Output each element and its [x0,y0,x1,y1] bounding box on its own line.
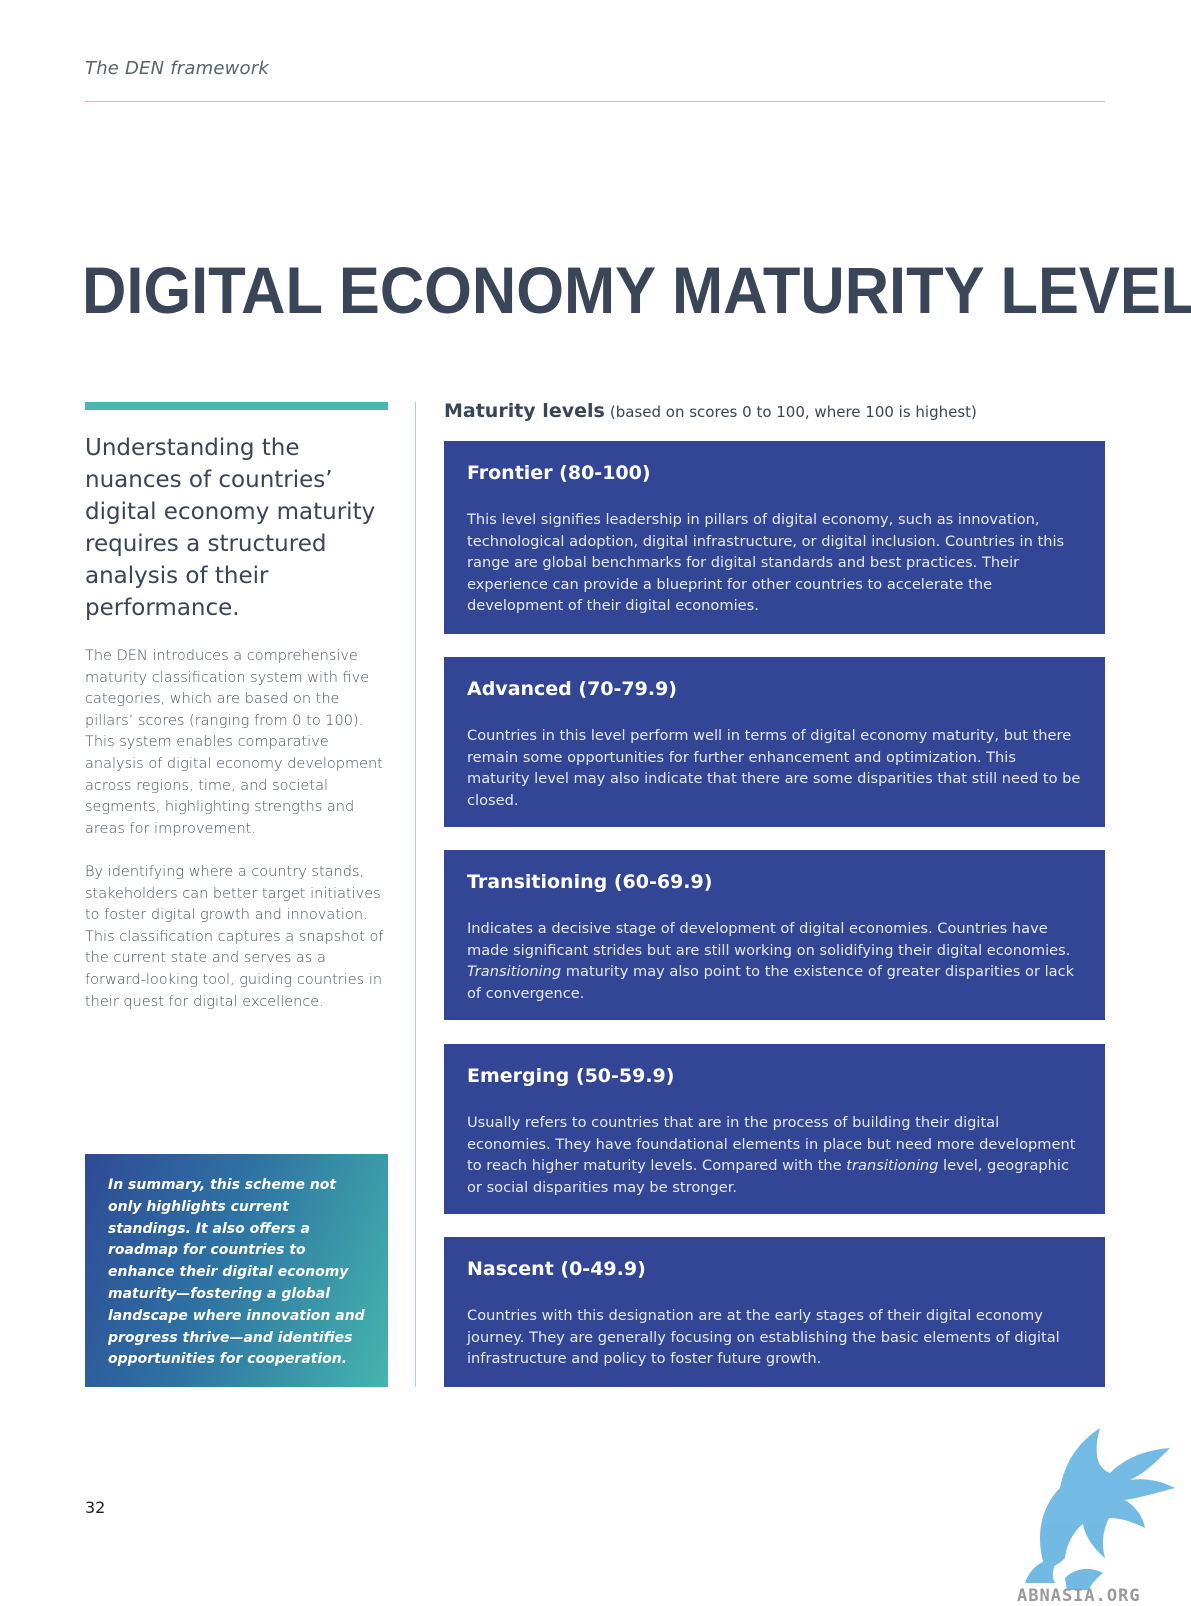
summary-text: In summary, this scheme not only highlig… [108,1177,365,1368]
level-description-part: Usually refers to countries that are in … [467,1114,1076,1174]
maturity-heading-title: Maturity levels [444,400,605,422]
level-name: Advanced (70-79.9) [467,678,677,700]
level-name: Emerging (50-59.9) [467,1065,675,1087]
body-paragraph-1: The DEN introduces a comprehensive matur… [85,648,383,837]
level-card-frontier: Frontier (80-100) This level signifies l… [444,441,1105,634]
maturity-levels-heading: Maturity levels (based on scores 0 to 10… [444,400,977,422]
header-rule [85,101,1105,102]
level-card-nascent: Nascent (0-49.9) Countries with this des… [444,1237,1105,1387]
lead-paragraph: Understanding the nuances of countries’ … [85,435,376,621]
summary-box: In summary, this scheme not only highlig… [85,1154,388,1387]
griffin-logo-icon [1025,1428,1175,1590]
column-divider [415,402,416,1387]
level-name: Nascent (0-49.9) [467,1258,646,1280]
level-description: This level signifies leadership in pilla… [467,511,1065,614]
level-name: Transitioning (60-69.9) [467,871,713,893]
level-description-emphasis: transitioning [846,1157,939,1174]
level-card-advanced: Advanced (70-79.9) Countries in this lev… [444,657,1105,827]
level-description-part: Indicates a decisive stage of developmen… [467,920,1071,959]
level-description-part: maturity may also point to the existence… [467,963,1075,1002]
page-title: DIGITAL ECONOMY MATURITY LEVELS [82,253,1191,327]
header-title: The DEN framework [85,58,269,79]
level-card-transitioning: Transitioning (60-69.9) Indicates a deci… [444,850,1105,1020]
level-description: Countries with this designation are at t… [467,1307,1060,1367]
level-description: Countries in this level perform well in … [467,727,1081,809]
page-number: 32 [85,1498,106,1517]
level-description: Indicates a decisive stage of developmen… [467,918,1082,1004]
level-description-emphasis: Transitioning [467,963,562,980]
accent-bar [85,402,388,410]
watermark-text: ABNASIA.ORG [1017,1586,1141,1606]
body-paragraph-2: By identifying where a country stands, s… [85,864,384,1010]
level-description-part: level, geographic or social disparities … [467,1157,1069,1196]
level-card-emerging: Emerging (50-59.9) Usually refers to cou… [444,1044,1105,1214]
maturity-heading-note: (based on scores 0 to 100, where 100 is … [609,403,977,421]
level-name: Frontier (80-100) [467,462,651,484]
level-description: Usually refers to countries that are in … [467,1112,1082,1198]
